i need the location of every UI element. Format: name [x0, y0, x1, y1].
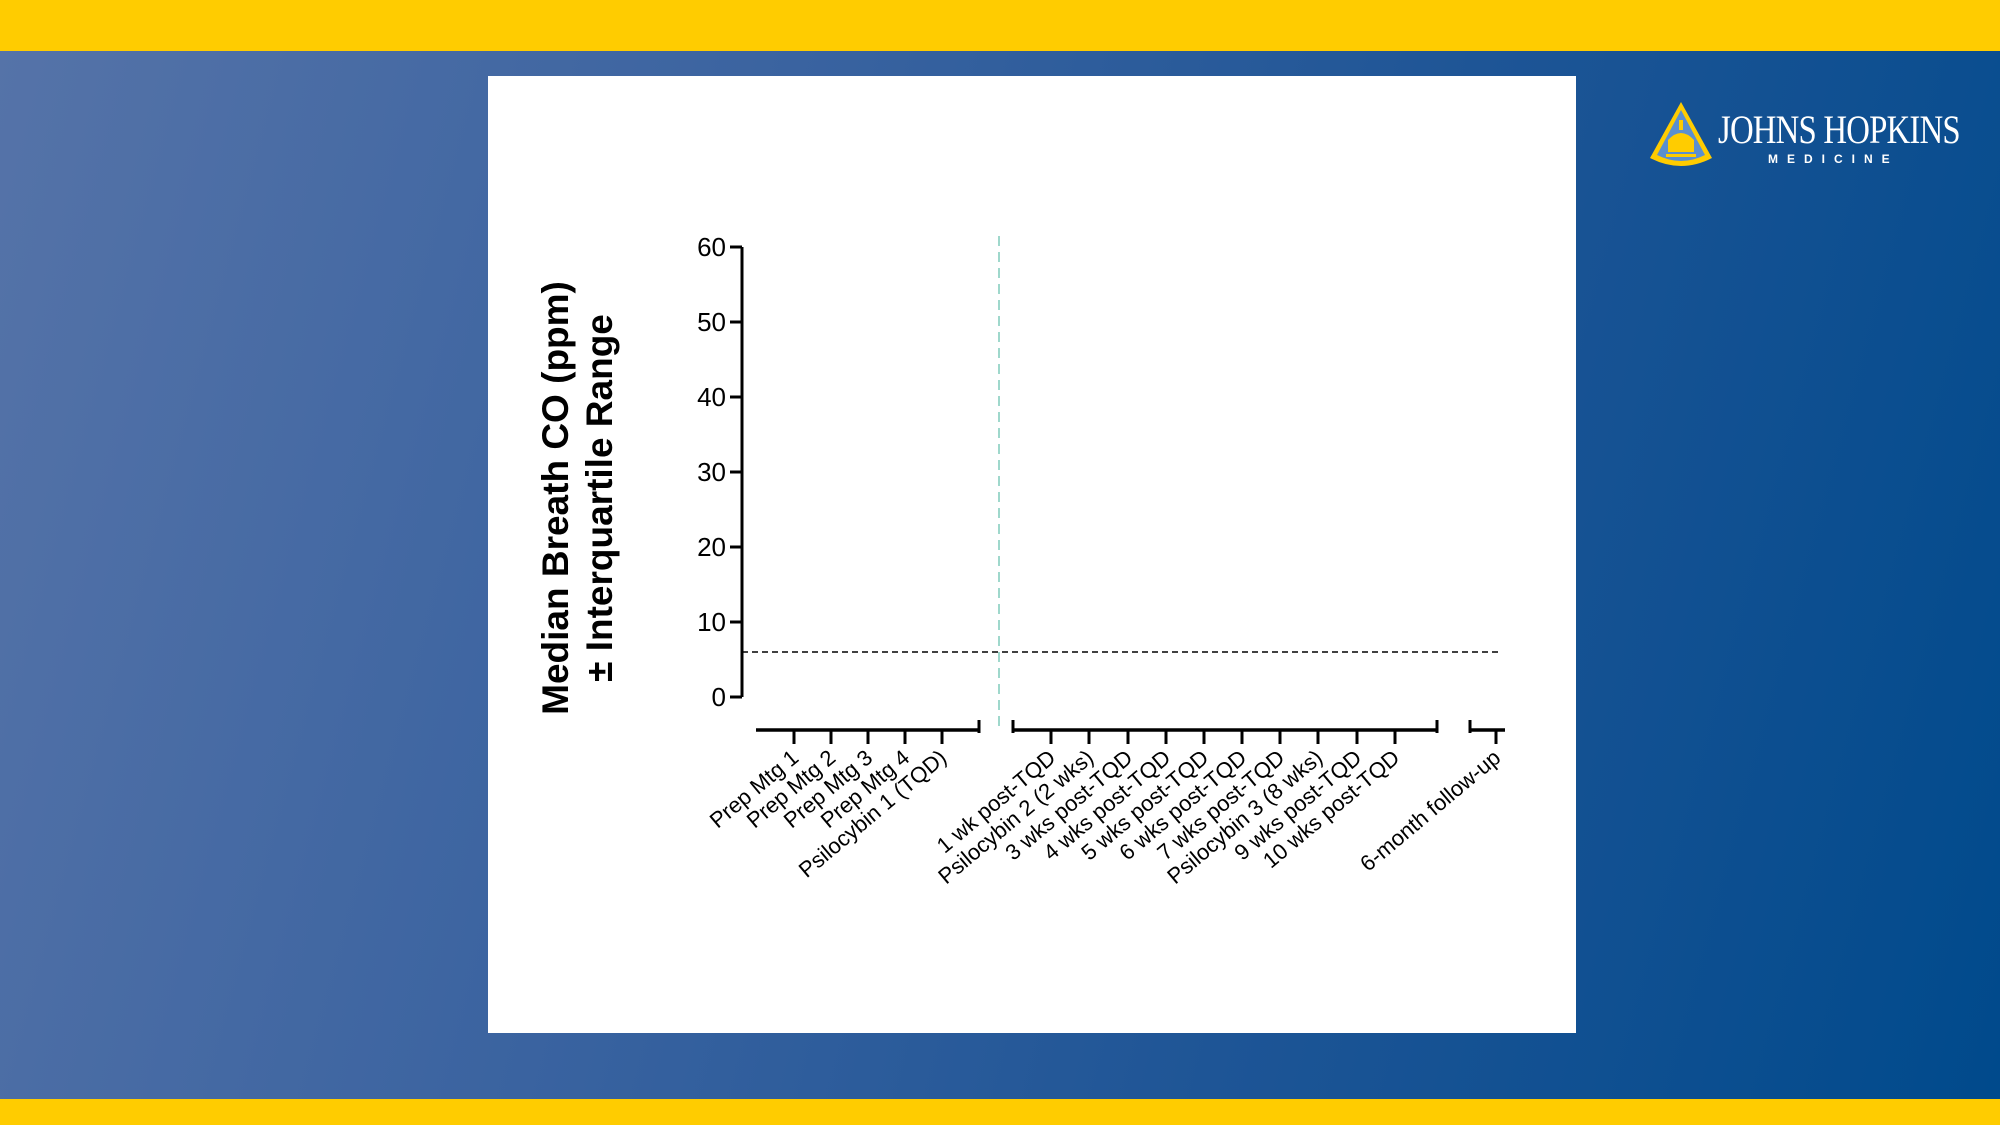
y-tick-label: 60 [697, 232, 726, 262]
logo-wordmark: JOHNS HOPKINS [1718, 107, 1961, 152]
chart-panel: 0 10 20 30 40 50 60 Median Breath CO (ppm) ± Int… [488, 76, 1576, 1033]
dome-shield-icon [1650, 102, 1712, 166]
y-tick-label: 10 [697, 607, 726, 637]
y-tick-label: 30 [697, 457, 726, 487]
y-tick-label: 20 [697, 532, 726, 562]
y-tick-label: 0 [712, 682, 726, 712]
co-chart: 0 10 20 30 40 50 60 Median Breath CO (ppm) ± Int… [535, 232, 1505, 889]
y-axis-title-line2: ± Interquartile Range [579, 314, 620, 682]
y-axis-title-line1: Median Breath CO (ppm) [535, 281, 576, 715]
johns-hopkins-logo: JOHNS HOPKINS MEDICINE [1648, 100, 1961, 176]
y-tick-label: 40 [697, 382, 726, 412]
y-tick-label: 50 [697, 307, 726, 337]
logo-subtitle: MEDICINE [1768, 152, 1899, 166]
